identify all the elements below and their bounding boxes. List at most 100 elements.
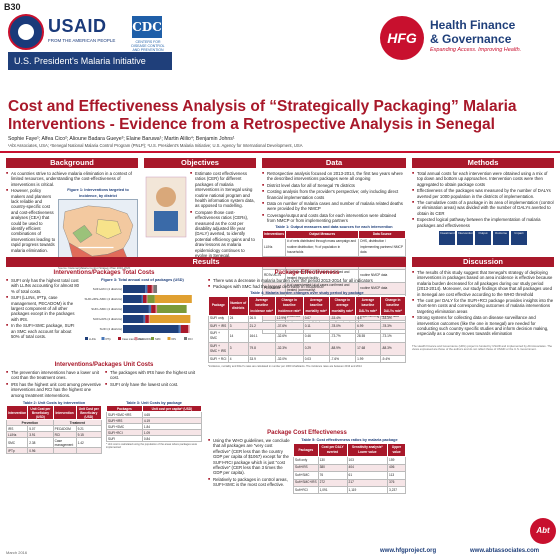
- table-cell: 61: [346, 471, 389, 480]
- hfg-logo: HFG Health Finance & Governance Expandin…: [380, 16, 552, 60]
- bar-category-label: SUFI+IRS+SMC (4 districts): [84, 297, 122, 301]
- table-cell: -78.3%: [379, 322, 407, 331]
- bar-segment: [148, 315, 150, 324]
- table-cell: 79.8: [247, 342, 276, 357]
- table-cell: 113: [387, 471, 406, 480]
- table4-row: SUFI + SMC 14 164.1 -32.6% 0.46 -73.7% 28.55 -7…: [208, 329, 407, 344]
- logic-pathway: Investment Intervention Output Outcome I…: [412, 231, 554, 246]
- bar-category-label: SUFI+SMC (4 districts): [91, 307, 122, 311]
- table-cell: SUFI + RCI: [208, 355, 229, 364]
- bar-segment: [146, 295, 148, 304]
- table5-row: Sufi+RCI 1,091 1,119 3,237: [293, 486, 406, 495]
- legend-label: Case management: [122, 337, 144, 341]
- legend-swatch: [118, 337, 121, 341]
- table4-row: SUFI only 24 26.5 12.9% 0.07 -33.4% 4.6 -33.3%: [208, 314, 407, 324]
- data-header: Data: [262, 158, 406, 168]
- table2-header: Unit Cost per Beneficiary (USD): [75, 405, 103, 421]
- data-bullet: Data on number of malaria cases and numb…: [262, 201, 406, 212]
- table4-header: Number of districts: [227, 296, 249, 316]
- table-cell: 33.9: [247, 355, 276, 364]
- bar-segment: [145, 285, 148, 294]
- effectiveness-section: Package Effectiveness There was a decrea…: [208, 270, 407, 370]
- table-cell: SUFI + IRS: [208, 322, 229, 331]
- data-bullet: Retrospective analysis focused on 2013-2…: [262, 171, 406, 182]
- table3-caption: Table 3: Unit Costs by package: [126, 401, 182, 406]
- table-cell: -33.3%: [379, 314, 407, 324]
- bar-segment: [143, 315, 146, 324]
- table-cell: SUFI + SMC: [208, 329, 229, 344]
- table4-header: Change in baseline DALYs rate*: [379, 296, 407, 316]
- methods-header: Methods: [412, 158, 554, 168]
- table4: Package Number of districts Average baseli…: [208, 296, 407, 364]
- data-bullet: Coverage/output and costs data for each …: [262, 213, 406, 224]
- table5-caption: Table 5: Cost effectiveness ratios by ma…: [301, 438, 398, 442]
- table-cell: # of nets distributed through mass campa…: [285, 237, 360, 257]
- data-bullet: District level data for all of Senegal 7…: [262, 183, 406, 189]
- total-costs-section: Interventions/Packages Total Costs SUFI …: [6, 270, 202, 351]
- table-cell: 376: [387, 478, 406, 488]
- methods-section: Methods Total annual costs for each inte…: [412, 158, 554, 246]
- table4-row: SUFI + RCI 4 33.9 -32.0% 0.03 -7.6% 1.99 -9.4%: [208, 355, 407, 364]
- table2-body: IRS 5.07 PECADOM 9.21 LLINs 3.91 RCI 9.15 SMC 2.3…: [5, 425, 103, 455]
- table-cell: 4: [227, 355, 249, 364]
- table4-header: Package: [208, 296, 229, 316]
- figure1-source: Source: National Malaria Control Strateg…: [58, 266, 131, 271]
- table-cell: -88.9%: [328, 342, 357, 357]
- table-cell: -73.1%: [379, 329, 407, 344]
- discussion-header: Discussion: [412, 257, 554, 267]
- abt-website-link[interactable]: www.abtassociates.com: [470, 548, 540, 554]
- table5-header: Sensitivity analysis* Lower value: [346, 443, 389, 458]
- table-cell: 1,091: [317, 486, 348, 495]
- table-cell: 164.1: [247, 329, 276, 344]
- discussion-bullet: Strong systems for collecting data on di…: [412, 315, 554, 337]
- hfg-name-line2: & Governance: [430, 32, 512, 46]
- hfg-name-line1: Health Finance: [430, 18, 516, 32]
- hfg-mark-icon: HFG: [380, 16, 424, 60]
- total-costs-bullet: SUFI only has the highest total cost wit…: [6, 278, 80, 294]
- table5-body: Sufi only 130 103 159 Sufi+IRS 380 404 406 Sufi+…: [293, 456, 406, 495]
- table2-header: Intervention: [52, 405, 77, 421]
- legend-swatch: [134, 337, 138, 341]
- table-cell: 0.03: [302, 355, 330, 364]
- unit-costs-section: Interventions/Packages Unit Costs The pr…: [5, 362, 203, 455]
- cdc-logo: CDC CENTERS FOR DISEASE CONTROL AND PREV…: [128, 14, 168, 52]
- table-cell: 217: [346, 478, 389, 488]
- cdc-wordmark: CDC: [132, 16, 162, 38]
- results-header: Results: [6, 257, 406, 267]
- table-cell: 272: [317, 478, 348, 488]
- table4-caption: Table 4: Malaria burden changes over stu…: [250, 290, 364, 295]
- bar-segment: [157, 305, 187, 314]
- table-cell: -88.3%: [379, 342, 407, 357]
- table-cell: 0.29: [302, 342, 330, 357]
- table-cell: 17.68: [355, 342, 381, 357]
- unit-costs-bullet: The prevention interventions have a lowe…: [6, 370, 102, 381]
- table3-body: SUFI+SMC+IRS 4.65 SUFI+IRS 4.19 SUFI+SMC 1.84…: [106, 411, 203, 443]
- objective-bullet: Compare those cost-effectiveness ratios …: [190, 210, 256, 259]
- background-section: Background As countries strive to achiev…: [6, 158, 138, 272]
- table-cell: 103: [346, 456, 389, 465]
- title-divider: [0, 151, 560, 153]
- total-costs-bullet: SUFI (LLINs, IPTp, case management, PECA…: [6, 295, 80, 322]
- table-cell: -32.6%: [274, 329, 304, 344]
- unit-costs-bullet: IRS has the highest unit cost among prev…: [6, 382, 102, 398]
- usaid-logo: USAID FROM THE AMERICAN PEOPLE: [8, 14, 128, 50]
- abt-logo: Abt: [530, 518, 556, 544]
- table-cell: Case management: [52, 437, 77, 449]
- table-cell: 380: [317, 463, 348, 473]
- bar-category-label: SUFI+RCI (4 districts): [93, 287, 122, 291]
- bar-segment: [188, 325, 190, 334]
- legend-label: LLINs: [89, 337, 96, 341]
- table2-header: Unit Cost per Beneficiary (USD): [27, 405, 54, 421]
- table5-header: Cost per DALY averted: [317, 443, 348, 458]
- table-cell: Sufi only: [293, 456, 319, 465]
- table-cell: Sufi+SMC+IRS: [293, 478, 319, 488]
- pathway-step: Impact: [511, 231, 527, 246]
- hfg-website-link[interactable]: www.hfgproject.org: [380, 548, 437, 554]
- ce-bullet: Relatively to packages in control areas,…: [208, 477, 290, 488]
- table4-row: SUFI + SMC + IRS 3 79.8 -32.3% 0.29 -88.9% 17.…: [208, 342, 407, 357]
- table-cell: -7.6%: [328, 355, 357, 364]
- hfg-tagline: Expanding Access. Improving Health.: [430, 47, 522, 53]
- table4-note: *incidence, mortality and DALYs rates ar…: [208, 365, 362, 369]
- bar-segment: [141, 295, 143, 304]
- legend-label: PECADOM: [139, 337, 152, 341]
